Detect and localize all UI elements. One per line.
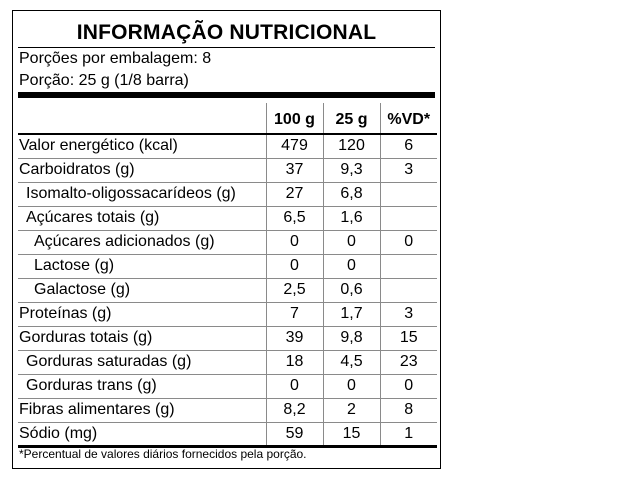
table-row: Lactose (g) 0 0: [18, 254, 437, 278]
daily-value: 1: [379, 422, 437, 446]
per-100g-value: 7: [265, 302, 323, 326]
table-row: Gorduras trans (g) 0 0 0: [18, 374, 437, 398]
nutrient-name: Fibras alimentares (g): [19, 401, 175, 418]
daily-value: [379, 278, 437, 302]
per-serving-value: 120: [322, 134, 380, 158]
table-row: Galactose (g) 2,5 0,6: [18, 278, 437, 302]
daily-value: 0: [379, 230, 437, 254]
nutrient-name: Gorduras saturadas (g): [26, 353, 192, 370]
per-100g-value: 8,2: [265, 398, 323, 422]
nutrient-column-header: [18, 103, 266, 134]
nutrient-name: Proteínas (g): [19, 305, 112, 322]
per-100g-value: 39: [265, 326, 323, 350]
daily-value: 3: [379, 158, 437, 182]
nutrient-name: Carboidratos (g): [19, 161, 135, 178]
per-100g-value: 0: [265, 374, 323, 398]
daily-value: [379, 206, 437, 230]
nutrient-name: Galactose (g): [34, 281, 131, 298]
table-row: Açúcares adicionados (g) 0 0 0: [18, 230, 437, 254]
daily-value: 6: [379, 134, 437, 158]
table-row: Gorduras totais (g) 39 9,8 15: [18, 326, 437, 350]
per-100g-value: 6,5: [265, 206, 323, 230]
per-serving-value: 2: [322, 398, 380, 422]
daily-value: 8: [379, 398, 437, 422]
daily-value: [379, 254, 437, 278]
per-100g-value: 37: [265, 158, 323, 182]
nutrient-name: Sódio (mg): [19, 424, 98, 442]
servings-per-package: Porções por embalagem: 8: [19, 50, 212, 67]
per-serving-value: 0: [322, 230, 380, 254]
daily-value: [379, 182, 437, 206]
table-row: Sódio (mg) 59 15 1: [18, 422, 437, 446]
table-row: Açúcares totais (g) 6,5 1,6: [18, 206, 437, 230]
table-row: Valor energético (kcal) 479 120 6: [18, 134, 437, 158]
table-row: Gorduras saturadas (g) 18 4,5 23: [18, 350, 437, 374]
daily-value: 23: [379, 350, 437, 374]
table-row: Carboidratos (g) 37 9,3 3: [18, 158, 437, 182]
per-100g-value: 59: [265, 422, 323, 446]
table-row: Proteínas (g) 7 1,7 3: [18, 302, 437, 326]
per-100g-value: 2,5: [265, 278, 323, 302]
nutrient-name: Gorduras totais (g): [19, 329, 153, 346]
daily-value: 0: [379, 374, 437, 398]
per-serving-value: 1,6: [322, 206, 380, 230]
thick-divider: [18, 92, 435, 98]
per-serving-value: 0,6: [322, 278, 380, 302]
nutrient-name: Gorduras trans (g): [26, 377, 157, 394]
per-serving-value: 1,7: [322, 302, 380, 326]
per-serving-value: 4,5: [322, 350, 380, 374]
table-header-row: 100 g 25 g %VD*: [18, 103, 437, 134]
per-100g-value: 479: [265, 134, 323, 158]
per-serving-value: 6,8: [322, 182, 380, 206]
per-serving-column-header: 25 g: [322, 103, 380, 134]
footnote: *Percentual de valores diários fornecido…: [19, 447, 307, 461]
nutrition-facts-panel: INFORMAÇÃO NUTRICIONAL Porções por embal…: [12, 10, 441, 469]
daily-value: 15: [379, 326, 437, 350]
title-divider: [18, 47, 435, 48]
nutrient-name: Açúcares adicionados (g): [34, 233, 215, 250]
per-100g-value: 27: [265, 182, 323, 206]
nutrition-title: INFORMAÇÃO NUTRICIONAL: [76, 21, 377, 44]
per-serving-value: 0: [322, 254, 380, 278]
nutrient-name: Valor energético (kcal): [19, 137, 178, 155]
nutrient-name: Isomalto-oligossacarídeos (g): [26, 185, 236, 202]
per-100g-value: 0: [265, 254, 323, 278]
per-serving-value: 0: [322, 374, 380, 398]
nutrition-table: 100 g 25 g %VD* Valor energético (kcal) …: [18, 103, 437, 448]
per-serving-value: 9,3: [322, 158, 380, 182]
nutrient-name: Açúcares totais (g): [26, 209, 160, 226]
per-serving-value: 9,8: [322, 326, 380, 350]
nutrient-name: Lactose (g): [34, 257, 115, 274]
daily-value-column-header: %VD*: [379, 103, 437, 134]
per-serving-value: 15: [322, 422, 380, 446]
serving-size: Porção: 25 g (1/8 barra): [19, 72, 189, 89]
per-100g-column-header: 100 g: [265, 103, 323, 134]
table-row: Fibras alimentares (g) 8,2 2 8: [18, 398, 437, 422]
table-row: Isomalto-oligossacarídeos (g) 27 6,8: [18, 182, 437, 206]
per-100g-value: 18: [265, 350, 323, 374]
per-100g-value: 0: [265, 230, 323, 254]
daily-value: 3: [379, 302, 437, 326]
